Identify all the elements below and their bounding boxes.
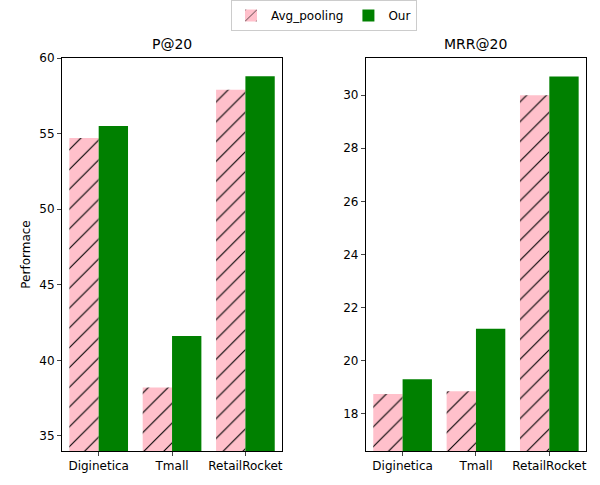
svg-text:60: 60: [39, 51, 54, 65]
svg-text:P@20: P@20: [152, 36, 192, 52]
svg-text:20: 20: [343, 354, 358, 368]
svg-text:26: 26: [343, 195, 358, 209]
svg-text:Our: Our: [388, 9, 410, 23]
svg-text:22: 22: [343, 301, 358, 315]
svg-text:35: 35: [39, 429, 54, 443]
svg-text:28: 28: [343, 141, 358, 155]
svg-text:MRR@20: MRR@20: [444, 36, 507, 52]
svg-text:RetailRocket: RetailRocket: [208, 459, 283, 473]
svg-text:Diginetica: Diginetica: [68, 459, 129, 473]
svg-text:Avg_pooling: Avg_pooling: [271, 9, 343, 23]
svg-text:45: 45: [39, 278, 54, 292]
svg-text:RetailRocket: RetailRocket: [512, 459, 587, 473]
svg-text:55: 55: [39, 127, 54, 141]
svg-text:30: 30: [343, 88, 358, 102]
svg-text:24: 24: [343, 248, 358, 262]
svg-text:18: 18: [343, 407, 358, 421]
svg-text:Tmall: Tmall: [458, 459, 492, 473]
svg-text:Performace: Performace: [19, 220, 33, 288]
svg-text:Tmall: Tmall: [155, 459, 189, 473]
svg-text:40: 40: [39, 354, 54, 368]
svg-text:50: 50: [39, 202, 54, 216]
svg-text:Diginetica: Diginetica: [372, 459, 433, 473]
